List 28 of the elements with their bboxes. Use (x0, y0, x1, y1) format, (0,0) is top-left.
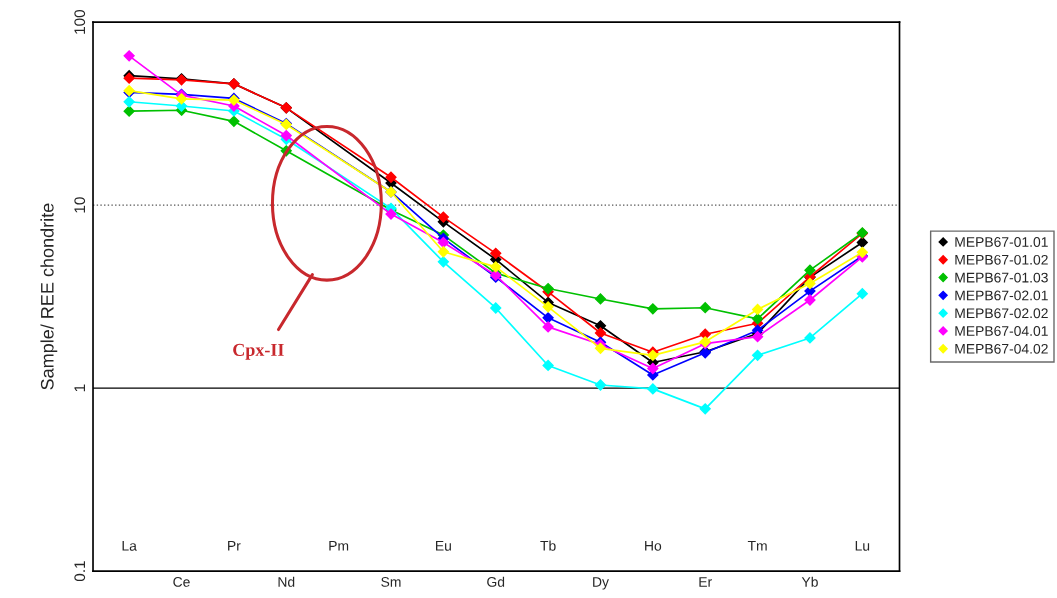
legend-label: MEPB67-02.01 (955, 290, 1048, 301)
x-tick-label: Pm (329, 541, 349, 551)
annotation: Cpx-II (233, 343, 284, 360)
legend-label: MEPB67-04.01 (955, 326, 1048, 336)
x-tick-label: La (122, 541, 137, 551)
x-tick-label: Gd (487, 576, 505, 587)
legend-label: MEPB67-01.03 (955, 272, 1048, 283)
y-tick-label: 0.1 (74, 561, 86, 582)
x-tick-label: Sm (381, 577, 401, 587)
y-tick-label: 1 (74, 384, 85, 392)
x-tick-label: Dy (593, 577, 609, 590)
x-tick-label: Lu (855, 541, 870, 551)
y-tick-label: 100 (74, 9, 86, 34)
legend-label: MEPB67-02.02 (955, 308, 1048, 319)
x-tick-label: Tb (540, 540, 556, 551)
legend-label: MEPB67-04.02 (955, 343, 1048, 354)
x-tick-label: Yb (801, 576, 818, 587)
x-tick-label: Er (699, 577, 712, 587)
y-tick-label: 10 (74, 197, 86, 213)
legend-label: MEPB67-01.02 (955, 254, 1048, 265)
x-tick-label: Pr (228, 541, 241, 551)
x-tick-label: Ho (645, 541, 662, 551)
x-tick-label: Ce (173, 577, 190, 587)
legend-label: MEPB67-01.01 (955, 237, 1048, 247)
y-axis-title: Sample/ REE chondrite (40, 203, 58, 390)
x-tick-label: Nd (278, 576, 295, 587)
x-tick-label: Eu (436, 541, 451, 551)
x-tick-label: Tm (747, 541, 767, 551)
